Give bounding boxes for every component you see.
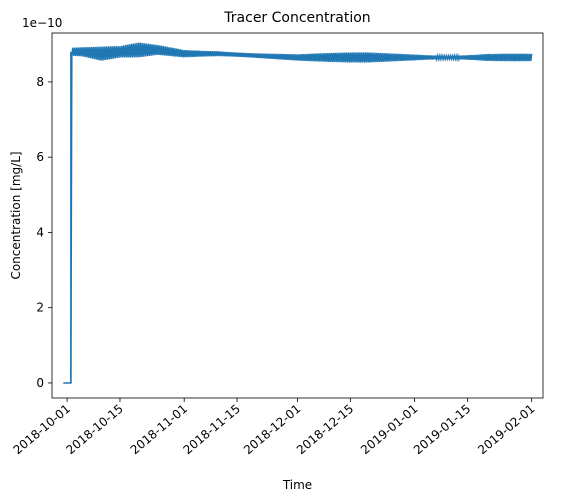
x-tick-label: 2018-10-15 xyxy=(63,402,125,458)
y-tick-label: 8 xyxy=(36,75,44,89)
series-line-oscillation xyxy=(70,42,533,383)
y-tick-label: 2 xyxy=(36,301,44,315)
x-tick-label: 2019-01-01 xyxy=(358,402,420,458)
x-tick-label: 2018-11-01 xyxy=(128,402,190,458)
x-axis-label: Time xyxy=(282,478,312,492)
x-tick-label: 2018-12-01 xyxy=(241,402,303,458)
chart-title: Tracer Concentration xyxy=(223,10,370,26)
x-tick-label: 2018-11-15 xyxy=(181,402,243,458)
y-axis-label: Concentration [mg/L] xyxy=(9,151,23,279)
y-tick-label: 6 xyxy=(36,150,44,164)
plot-area xyxy=(63,42,533,384)
y-axis-offset-label: 1e−10 xyxy=(22,16,62,30)
x-tick-label: 2019-02-01 xyxy=(475,402,537,458)
axes-frame xyxy=(51,32,544,399)
x-tick-label: 2019-01-15 xyxy=(411,402,473,458)
y-tick-label: 4 xyxy=(36,225,44,239)
x-tick-label: 2018-10-01 xyxy=(11,402,73,458)
x-tick-label: 2018-12-15 xyxy=(294,402,356,458)
series-line-rise xyxy=(63,51,72,384)
y-tick-label: 0 xyxy=(36,376,44,390)
y-axis: 0 2 4 6 8 xyxy=(36,75,52,390)
